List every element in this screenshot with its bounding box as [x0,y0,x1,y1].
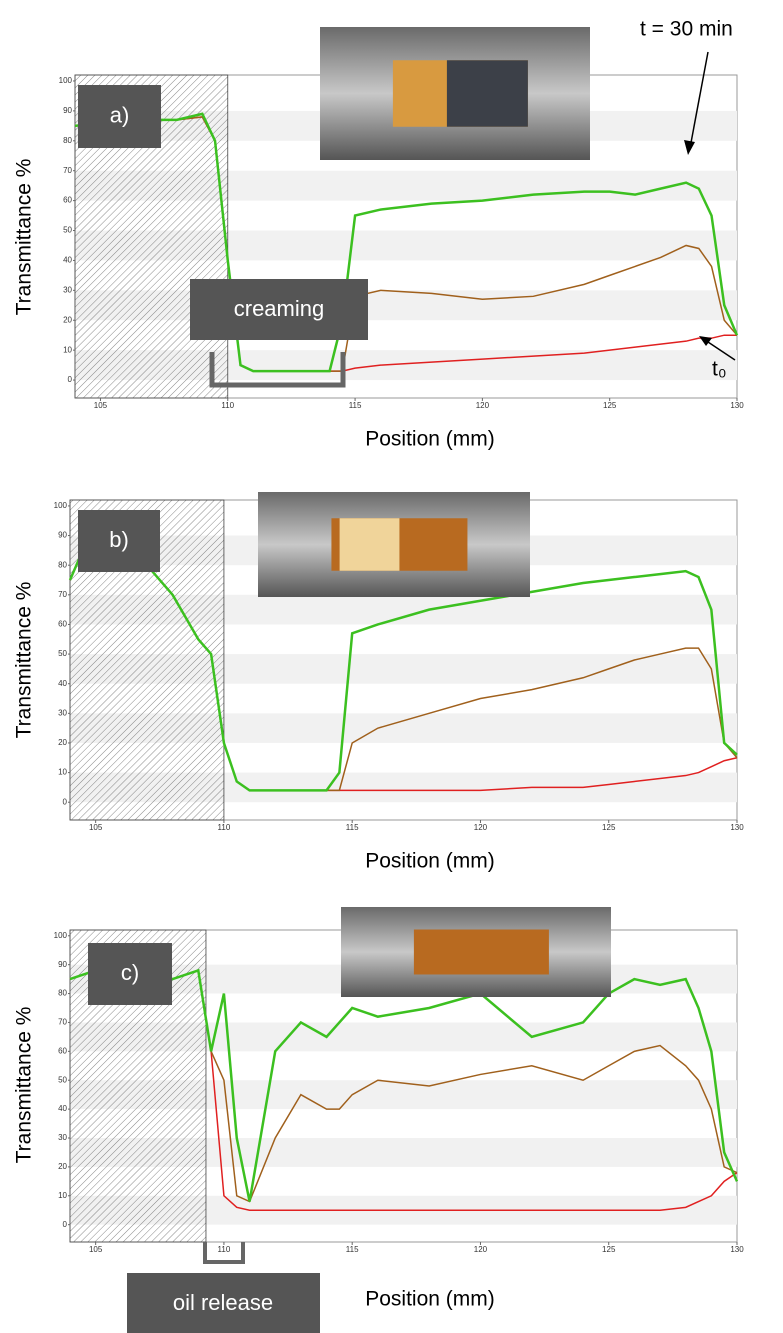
y-tick-label: 90 [63,106,72,115]
y-tick-label: 50 [58,1075,67,1084]
y-tick-label: 0 [63,797,68,806]
x-tick-label: 115 [346,1245,359,1254]
y-tick-label: 40 [58,1104,67,1113]
y-tick-label: 10 [58,768,67,777]
panel-tag [78,85,161,148]
x-tick-label: 115 [349,401,362,410]
x-axis-label: Position (mm) [365,850,495,873]
x-tick-label: 130 [730,401,744,410]
panel-label: a) [110,102,130,127]
bracket [203,1242,245,1264]
x-tick-label: 120 [474,1245,488,1254]
y-tick-label: 20 [63,315,72,324]
y-tick-label: 80 [58,989,67,998]
transmittance-line [74,112,739,373]
sample [413,929,549,975]
x-tick-label: 125 [603,401,617,410]
x-tick-label: 130 [730,823,744,832]
y-axis-label: Transmittance % [13,159,36,316]
x-tick-label: 130 [730,1245,744,1254]
y-tick-label: 50 [58,649,67,658]
y-tick-label: 100 [54,931,68,940]
annotation-box [190,279,368,340]
y-tick-label: 100 [59,76,73,85]
y-tick-label: 60 [58,1046,67,1055]
sample-cream [339,518,400,571]
y-tick-label: 40 [58,679,67,688]
y-tick-label: 90 [58,960,67,969]
x-tick-label: 105 [89,823,103,832]
y-tick-label: 30 [63,285,72,294]
annotation: t = 30 min [640,18,733,41]
y-tick-label: 30 [58,1133,67,1142]
x-tick-label: 125 [602,1245,616,1254]
y-tick-label: 90 [58,531,67,540]
y-tick-label: 10 [58,1191,67,1200]
panel-label: c) [121,960,139,985]
panel-label: b) [109,527,129,552]
x-tick-label: 105 [94,401,108,410]
x-tick-label: 120 [476,401,490,410]
x-tick-label: 125 [602,823,616,832]
annotation-box [127,1273,320,1333]
transmittance-line [69,968,739,1202]
arrow [689,51,709,149]
y-tick-label: 100 [54,501,68,510]
transmittance-line [68,518,738,792]
y-tick-label: 70 [63,166,72,175]
y-tick-label: 80 [58,560,67,569]
y-tick-label: 20 [58,1162,67,1171]
y-tick-label: 0 [68,375,73,384]
y-tick-label: 40 [63,256,72,265]
bracket [209,352,346,388]
sample-dark [446,60,528,127]
x-tick-label: 105 [89,1245,103,1254]
x-axis-label: Position (mm) [365,428,495,451]
annotation: oil release [173,1290,273,1315]
panel-tag [78,510,160,572]
y-tick-label: 0 [63,1220,68,1229]
x-tick-label: 110 [221,401,234,410]
panel-tag [88,943,172,1005]
arrow [704,339,736,361]
annotation: creaming [234,296,324,321]
y-axis-label: Transmittance % [13,1007,36,1164]
annotation: t₀ [712,358,727,381]
y-tick-label: 70 [58,1018,67,1027]
y-tick-label: 60 [58,620,67,629]
x-tick-label: 120 [474,823,488,832]
y-tick-label: 20 [58,738,67,747]
y-tick-label: 60 [63,196,72,205]
y-tick-label: 80 [63,136,72,145]
y-tick-label: 10 [63,345,72,354]
x-axis-label: Position (mm) [365,1288,495,1311]
y-axis-label: Transmittance % [13,582,36,739]
y-tick-label: 70 [58,590,67,599]
arrowhead [684,140,695,155]
x-tick-label: 110 [218,1245,231,1254]
x-tick-label: 115 [346,823,359,832]
x-tick-label: 110 [218,823,231,832]
y-tick-label: 50 [63,226,72,235]
y-tick-label: 30 [58,708,67,717]
arrowhead [699,336,712,346]
